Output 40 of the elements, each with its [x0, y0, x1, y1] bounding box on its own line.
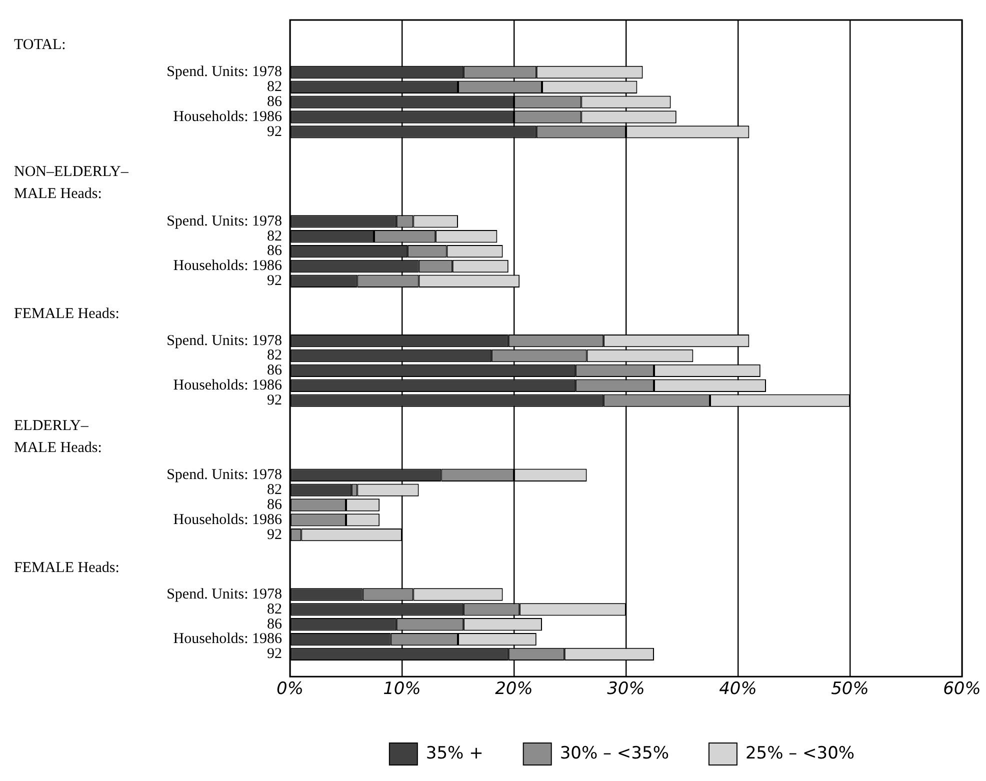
text: TOTAL: — [14, 36, 66, 56]
y-tick-label: Spend. Units: 1978 — [166, 213, 282, 230]
legend-label: 25% – <30% — [745, 743, 855, 764]
x-tick-label: 60% — [943, 679, 981, 700]
x-tick-label: 10% — [383, 679, 421, 700]
y-tick-label: 92 — [267, 124, 282, 140]
y-tick-label: 82 — [267, 482, 282, 498]
y-tick-label: Spend. Units: 1978 — [166, 332, 282, 349]
y-tick-label: Spend. Units: 1978 — [166, 586, 282, 602]
y-tick-label: 92 — [267, 526, 282, 543]
y-tick-label: Households: 1986 — [173, 378, 282, 394]
x-tick-label: 40% — [719, 679, 757, 700]
x-tick-label: 50% — [831, 679, 869, 700]
text: ELDERLY– MALE Heads: — [14, 417, 102, 458]
y-tick-label: 82 — [267, 601, 282, 618]
text: FEMALE Heads: — [14, 558, 120, 578]
y-tick-label: 86 — [267, 243, 282, 260]
text: FEMALE Heads: — [14, 304, 120, 324]
y-tick-label: Households: 1986 — [173, 108, 282, 125]
y-tick-label: 82 — [267, 348, 282, 364]
y-tick-label: 86 — [267, 94, 282, 110]
y-tick-label: 86 — [267, 616, 282, 632]
y-tick-label: 92 — [267, 273, 282, 290]
y-tick-label: 92 — [267, 392, 282, 408]
y-tick-label: 82 — [267, 79, 282, 96]
y-tick-label: Households: 1986 — [173, 631, 282, 648]
y-tick-label: Households: 1986 — [173, 258, 282, 274]
y-tick-label: Households: 1986 — [173, 512, 282, 528]
y-tick-label: Spend. Units: 1978 — [166, 467, 282, 484]
y-tick-label: Spend. Units: 1978 — [166, 64, 282, 80]
y-tick-label: 92 — [267, 646, 282, 662]
legend-label: 35% + — [426, 743, 484, 764]
y-tick-label: 86 — [267, 362, 282, 379]
x-tick-label: 30% — [607, 679, 645, 700]
y-tick-label: 86 — [267, 496, 282, 513]
x-tick-label: 20% — [495, 679, 533, 700]
x-tick-label: 0% — [276, 679, 304, 700]
y-tick-label: 82 — [267, 228, 282, 244]
text: NON–ELDERLY– MALE Heads: — [14, 163, 128, 204]
legend-label: 30% – <35% — [560, 743, 669, 764]
